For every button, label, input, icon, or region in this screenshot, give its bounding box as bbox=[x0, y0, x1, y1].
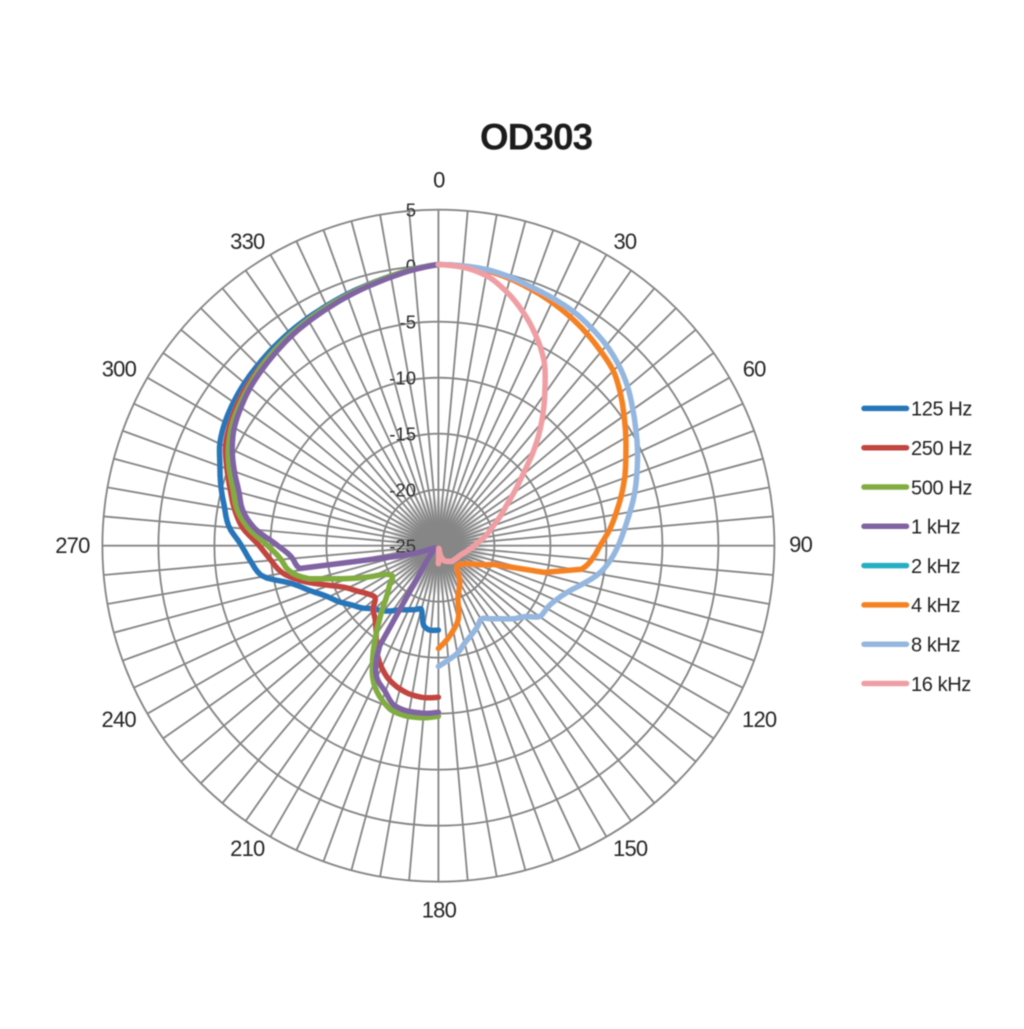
svg-text:1 kHz: 1 kHz bbox=[911, 517, 960, 539]
svg-text:90: 90 bbox=[789, 532, 812, 557]
svg-text:-25: -25 bbox=[389, 535, 416, 556]
svg-text:4 kHz: 4 kHz bbox=[911, 595, 960, 617]
svg-text:0: 0 bbox=[406, 255, 416, 276]
svg-text:330: 330 bbox=[230, 229, 265, 254]
svg-text:240: 240 bbox=[102, 707, 137, 732]
svg-text:250 Hz: 250 Hz bbox=[911, 438, 972, 460]
svg-text:150: 150 bbox=[613, 836, 648, 861]
svg-text:300: 300 bbox=[102, 357, 137, 382]
svg-text:125 Hz: 125 Hz bbox=[911, 399, 972, 421]
svg-text:60: 60 bbox=[743, 356, 766, 381]
svg-text:16 kHz: 16 kHz bbox=[911, 674, 971, 696]
svg-text:-10: -10 bbox=[389, 367, 416, 388]
svg-text:5: 5 bbox=[406, 199, 416, 220]
svg-text:270: 270 bbox=[55, 533, 90, 558]
svg-text:-15: -15 bbox=[389, 423, 416, 444]
svg-text:-5: -5 bbox=[400, 311, 416, 332]
svg-text:30: 30 bbox=[613, 229, 636, 254]
svg-text:120: 120 bbox=[742, 707, 777, 732]
svg-text:500 Hz: 500 Hz bbox=[911, 477, 972, 499]
svg-text:-20: -20 bbox=[389, 479, 416, 500]
svg-text:0: 0 bbox=[433, 168, 445, 193]
svg-text:2 kHz: 2 kHz bbox=[911, 556, 960, 578]
svg-text:8 kHz: 8 kHz bbox=[911, 635, 960, 657]
svg-text:OD303: OD303 bbox=[480, 116, 593, 157]
svg-text:180: 180 bbox=[422, 897, 457, 922]
svg-text:210: 210 bbox=[230, 836, 265, 861]
